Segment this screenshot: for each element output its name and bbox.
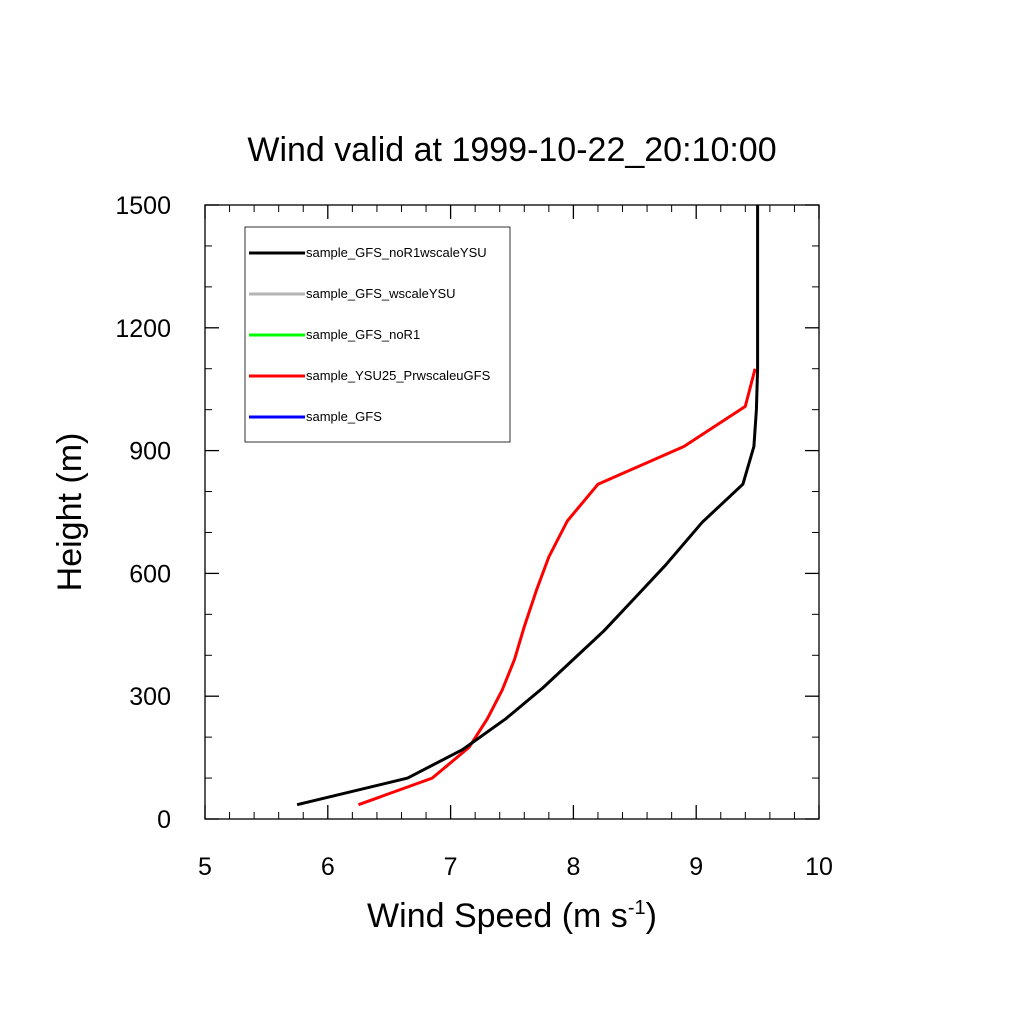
- x-tick-label: 10: [805, 853, 833, 881]
- x-axis-title-main: Wind Speed (m s: [367, 897, 628, 935]
- x-tick-label: 6: [321, 853, 335, 881]
- chart-title: Wind valid at 1999-10-22_20:10:00: [247, 131, 776, 169]
- legend-label: sample_GFS_noR1wscaleYSU: [306, 245, 487, 260]
- series-line: [296, 205, 760, 807]
- legend: sample_GFS_noR1wscaleYSU sample_GFS_wscal…: [244, 226, 511, 443]
- y-tick-label: 0: [157, 806, 171, 834]
- x-axis-title-suffix: ): [646, 897, 657, 935]
- x-axis-title-superscript: -1: [628, 897, 646, 919]
- y-tick-label: 1200: [115, 315, 171, 343]
- axis-ticks: 5 6 7 8 9 10 0 300 600 900 1200 1500: [115, 192, 833, 881]
- plot-frame: [204, 204, 820, 820]
- legend-label: sample_GFS: [306, 409, 382, 424]
- y-tick-label: 900: [129, 438, 171, 466]
- plot-series: [296, 205, 760, 807]
- y-axis-title: Height (m): [51, 433, 89, 592]
- x-tick-label: 9: [689, 853, 703, 881]
- legend-label: sample_GFS_wscaleYSU: [306, 286, 456, 301]
- x-tick-label: 5: [198, 853, 212, 881]
- y-tick-label: 600: [129, 560, 171, 588]
- x-axis-title: Wind Speed (m s-1): [367, 897, 657, 935]
- x-tick-label: 7: [444, 853, 458, 881]
- legend-label: sample_GFS_noR1: [306, 327, 420, 342]
- y-tick-label: 300: [129, 683, 171, 711]
- x-tick-label: 8: [566, 853, 580, 881]
- y-tick-label: 1500: [115, 192, 171, 220]
- legend-label: sample_YSU25_PrwscaleuGFS: [306, 368, 491, 383]
